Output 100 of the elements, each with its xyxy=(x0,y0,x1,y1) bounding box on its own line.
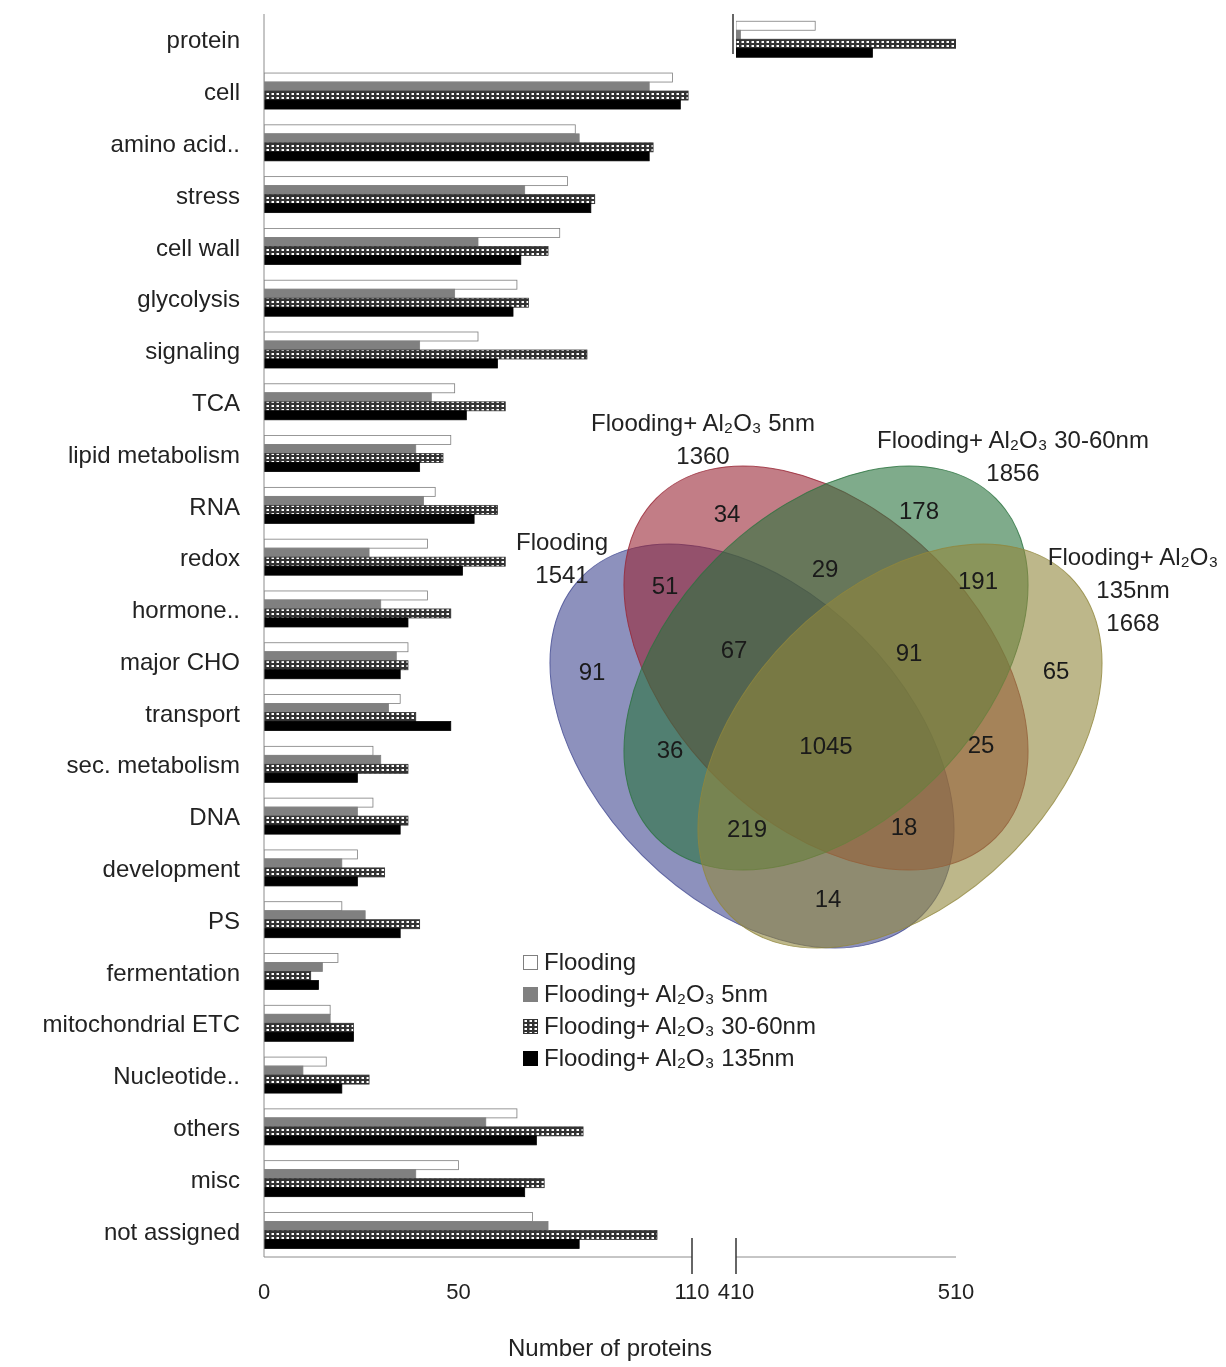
bar xyxy=(264,1031,354,1042)
bar xyxy=(264,504,498,515)
bar xyxy=(264,453,444,463)
y-tick-label: sec. metabolism xyxy=(66,751,240,779)
y-tick-label: Nucleotide.. xyxy=(113,1062,240,1090)
bar xyxy=(264,617,409,628)
bar xyxy=(264,513,475,524)
y-tick-label: mitochondrial ETC xyxy=(42,1010,240,1038)
bar xyxy=(264,980,319,990)
bar xyxy=(264,867,386,878)
bar xyxy=(264,669,401,680)
bar xyxy=(264,815,409,826)
y-tick-label: RNA xyxy=(189,492,240,520)
bar xyxy=(264,1135,537,1146)
y-tick-label: cell wall xyxy=(155,233,240,261)
text: 191 xyxy=(957,566,999,594)
bar xyxy=(264,824,401,835)
y-tick-label: major CHO xyxy=(119,647,240,675)
y-tick-label: glycolysis xyxy=(137,285,240,313)
y-tick-label: signaling xyxy=(145,337,240,365)
annotation: 91 xyxy=(895,638,923,666)
annotation: 1045 xyxy=(799,731,853,759)
y-tick-label: TCA xyxy=(192,388,240,416)
bar xyxy=(264,919,421,930)
bar xyxy=(264,1126,584,1137)
x-axis-title: Number of proteins xyxy=(506,1334,714,1362)
bar xyxy=(264,928,401,939)
bar xyxy=(264,401,506,412)
bar xyxy=(264,99,681,110)
bar xyxy=(264,556,506,567)
y-tick-label: hormone.. xyxy=(131,596,240,624)
category-label: Flooding+ Al₂O₃ 30-60nm xyxy=(877,426,1149,453)
x-tick-label: 0 xyxy=(257,1278,271,1304)
annotation: 219 xyxy=(726,814,768,842)
bar xyxy=(264,255,522,265)
data-label: 1856 xyxy=(986,459,1040,486)
y-tick-label: not assigned xyxy=(103,1217,240,1245)
bar xyxy=(264,306,514,317)
bar xyxy=(264,358,498,369)
y-tick-label: PS xyxy=(207,906,240,934)
bar xyxy=(264,660,409,671)
y-tick-label: cell xyxy=(203,78,240,106)
annotation: 51 xyxy=(651,571,679,599)
y-tick-label: fermentation xyxy=(106,958,240,986)
annotation: 18 xyxy=(890,812,918,840)
category-label: Flooding+ Al₂O₃ 5nm xyxy=(591,409,815,436)
bar xyxy=(264,721,452,731)
annotation: 14 xyxy=(814,884,842,912)
bar xyxy=(264,1074,370,1085)
bar xyxy=(264,876,358,887)
y-tick-label: lipid metabolism xyxy=(67,440,240,468)
y-tick-label: transport xyxy=(145,699,241,727)
bar xyxy=(264,151,650,162)
bar xyxy=(264,1178,545,1189)
legend-label: Flooding+ Al₂O₃ 30-60nm xyxy=(544,1012,816,1040)
legend-label: Flooding+ Al₂O₃ 135nm xyxy=(544,1044,795,1072)
y-tick-label: others xyxy=(173,1114,240,1142)
bar xyxy=(264,297,529,308)
data-label: 1541 xyxy=(535,561,589,588)
bar xyxy=(264,712,417,722)
legend-label: Flooding xyxy=(544,948,637,976)
y-tick-label: development xyxy=(102,855,241,883)
bar xyxy=(264,608,452,619)
category-label: Flooding xyxy=(515,528,609,555)
x-tick-label: 110 xyxy=(674,1278,710,1304)
bar xyxy=(264,1230,658,1240)
x-tick-label: 410 xyxy=(717,1278,755,1304)
y-tick-label: misc xyxy=(190,1165,240,1193)
bar xyxy=(264,349,588,360)
category-label: Flooding+ Al₂O₃ 135nm xyxy=(1047,543,1219,603)
y-tick-label: redox xyxy=(179,544,240,572)
annotation: 29 xyxy=(811,554,839,582)
bar xyxy=(264,971,312,981)
bar xyxy=(264,246,549,256)
annotation: 178 xyxy=(898,496,940,524)
bar xyxy=(264,142,654,153)
y-tick-label: protein xyxy=(166,26,240,54)
bar xyxy=(264,1239,580,1249)
bar xyxy=(264,410,467,421)
bar xyxy=(264,772,358,783)
data-label: 1668 xyxy=(1106,609,1160,636)
bar xyxy=(264,1022,354,1033)
annotation: 67 xyxy=(720,635,748,663)
bar xyxy=(264,462,421,472)
y-tick-label: amino acid.. xyxy=(110,130,240,157)
y-tick-label: stress xyxy=(175,181,240,209)
y-tick-label: DNA xyxy=(189,803,240,831)
bar xyxy=(264,1083,343,1094)
x-tick-label: 510 xyxy=(937,1278,975,1304)
bar xyxy=(264,565,463,576)
bar xyxy=(264,203,592,214)
annotation: 36 xyxy=(656,735,684,763)
annotation: 34 xyxy=(713,499,741,527)
bar xyxy=(264,763,409,774)
text: 25 xyxy=(967,730,995,758)
annotation: 91 xyxy=(578,657,606,685)
bar xyxy=(264,90,689,101)
legend-label: Flooding+ Al₂O₃ 5nm xyxy=(544,980,768,1008)
bar xyxy=(264,194,596,205)
data-label: 1360 xyxy=(676,442,730,469)
